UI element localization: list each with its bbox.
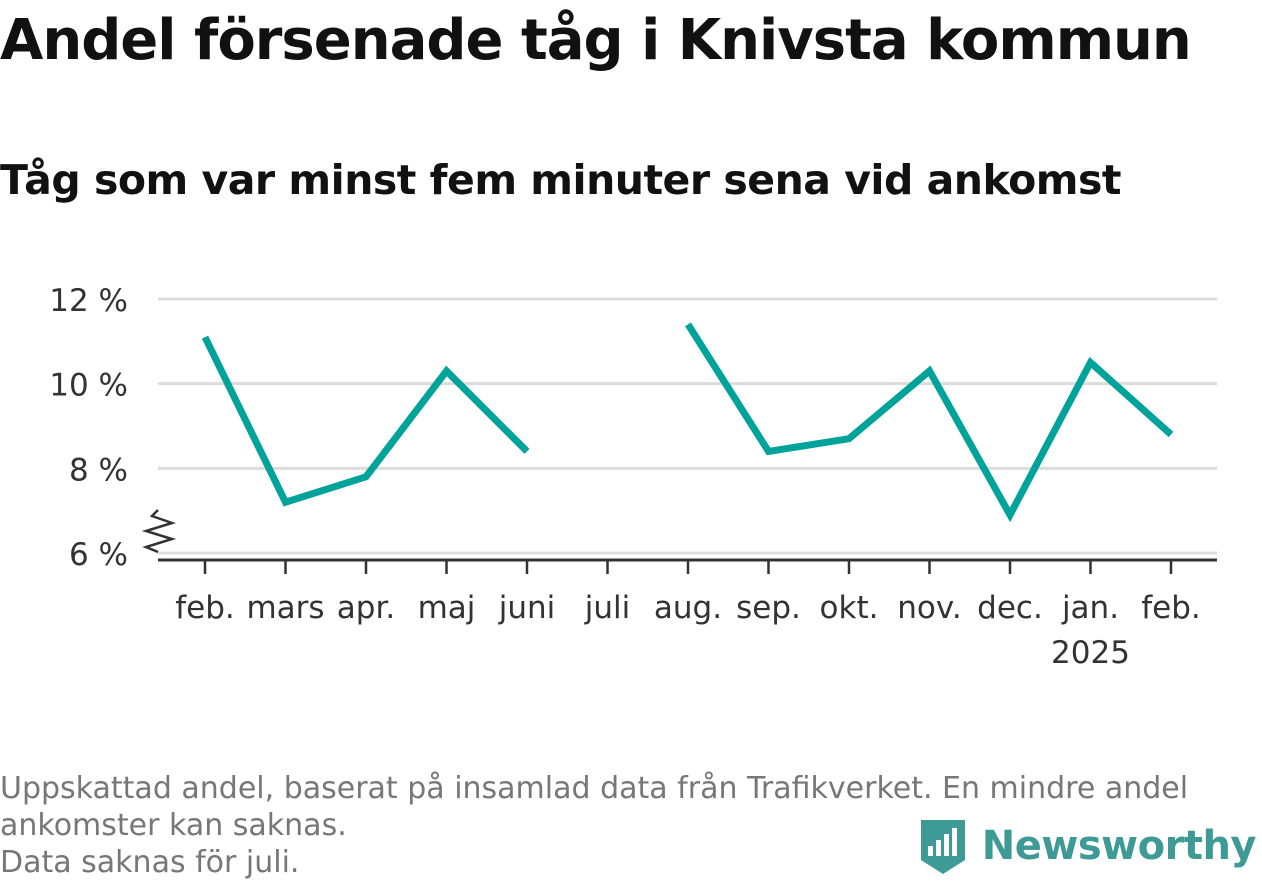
x-tick-label: juni xyxy=(498,590,556,626)
x-year-label: 2025 xyxy=(1051,635,1130,671)
x-tick-label: feb. xyxy=(175,590,235,626)
x-tick-label: dec. xyxy=(977,590,1043,626)
series-line xyxy=(205,337,527,502)
brand-logo: Newsworthy xyxy=(918,815,1256,877)
x-tick-label: aug. xyxy=(654,590,722,626)
brand-name: Newsworthy xyxy=(982,823,1256,869)
x-tick-label: apr. xyxy=(337,590,395,626)
axis-break-mark xyxy=(146,510,172,552)
y-tick-label: 6 % xyxy=(69,537,128,573)
x-tick-label: okt. xyxy=(820,590,879,626)
x-tick-label: mars xyxy=(246,590,324,626)
x-tick-label: sep. xyxy=(736,590,801,626)
y-tick-label: 12 % xyxy=(49,283,128,319)
x-tick-label: feb. xyxy=(1141,590,1201,626)
y-tick-label: 8 % xyxy=(69,452,128,488)
x-tick-label: maj xyxy=(418,590,476,626)
series-line xyxy=(688,324,1171,515)
y-tick-label: 10 % xyxy=(49,368,128,404)
x-tick-label: jan. xyxy=(1061,590,1119,626)
x-tick-label: nov. xyxy=(897,590,961,626)
x-tick-label: juli xyxy=(584,590,631,626)
bar-chart-badge-icon xyxy=(918,816,968,876)
